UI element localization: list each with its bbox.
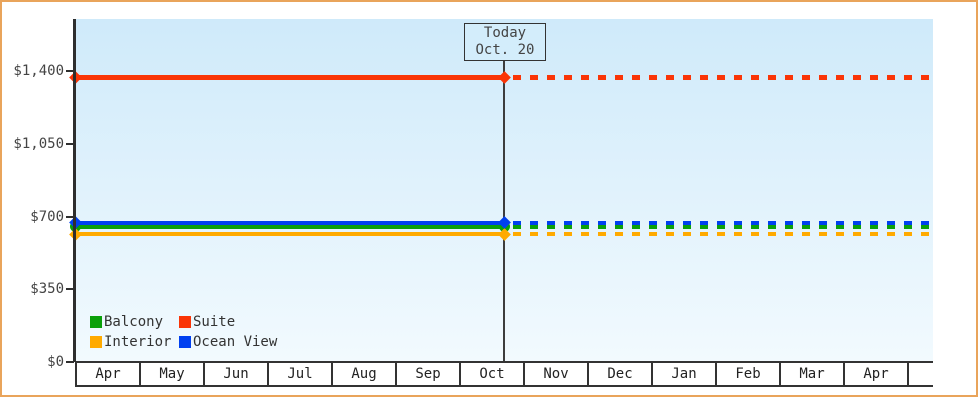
legend-swatch-ocean-view — [179, 336, 191, 348]
y-tick-mark — [66, 70, 74, 72]
y-tick-label-350: $350 — [30, 281, 64, 298]
legend-item-balcony: Balcony — [90, 314, 179, 330]
today-vertical-line — [503, 60, 505, 362]
y-axis-line — [73, 19, 76, 362]
legend-item-interior: Interior — [90, 334, 179, 350]
month-cell-sep: Sep — [395, 363, 459, 385]
legend-label-ocean-view: Ocean View — [193, 334, 278, 350]
month-cell-oct: Oct — [459, 363, 523, 385]
legend-swatch-interior — [90, 336, 102, 348]
today-label-line1: Today — [483, 25, 527, 41]
legend: Balcony Suite Interior Ocean View — [90, 314, 277, 350]
month-cell-may: May — [139, 363, 203, 385]
legend-label-suite: Suite — [193, 314, 236, 330]
series-projection-balcony — [513, 224, 933, 229]
legend-item-suite: Suite — [179, 314, 277, 330]
y-tick-mark — [66, 288, 74, 291]
month-cell-mar: Mar — [779, 363, 843, 385]
y-tick-mark — [66, 142, 74, 145]
series-line-suite — [75, 74, 504, 80]
series-projection-ocean-view — [513, 220, 933, 225]
y-tick-mark — [66, 215, 74, 218]
month-cell-apr: Apr — [75, 363, 139, 385]
month-cell-nov: Nov — [523, 363, 587, 385]
series-projection-interior — [513, 232, 933, 237]
y-tick-label-0: $0 — [47, 354, 64, 370]
month-cell-jun: Jun — [203, 363, 267, 385]
today-label-line2: Oct. 20 — [475, 42, 535, 58]
today-label-box: Today Oct. 20 — [464, 23, 546, 61]
legend-item-ocean-view: Ocean View — [179, 334, 277, 350]
y-tick-label-1050: $1,050 — [13, 135, 64, 152]
legend-label-balcony: Balcony — [104, 314, 164, 330]
month-cell-apr: Apr — [843, 363, 907, 385]
month-cell-feb: Feb — [715, 363, 779, 385]
y-tick-label-1400: $1,400 — [13, 63, 64, 79]
series-line-balcony — [75, 224, 504, 229]
x-axis-month-band: Apr May Jun Jul Aug Sep Oct Nov Dec Jan Feb Mar Apr — [75, 361, 933, 387]
legend-label-interior: Interior — [104, 334, 172, 350]
series-line-ocean-view — [75, 220, 504, 225]
legend-swatch-balcony — [90, 316, 102, 328]
y-tick-mark — [66, 361, 74, 363]
month-cell-jul: Jul — [267, 363, 331, 385]
legend-swatch-suite — [179, 316, 191, 328]
y-tick-label-700: $700 — [30, 208, 64, 225]
series-line-interior — [75, 232, 504, 237]
month-cell-jan: Jan — [651, 363, 715, 385]
month-cell-empty — [907, 363, 933, 385]
month-cell-dec: Dec — [587, 363, 651, 385]
month-cell-aug: Aug — [331, 363, 395, 385]
series-projection-suite — [513, 74, 933, 80]
